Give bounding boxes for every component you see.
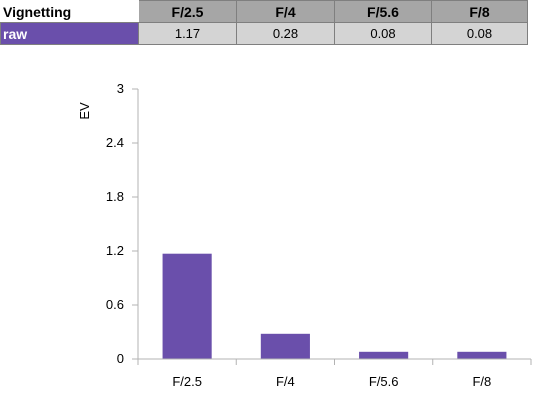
table-corner-label: Vignetting (0, 0, 139, 23)
chart-y-tick-labels: 0 0.6 1.2 1.8 2.4 3 (106, 81, 124, 366)
x-tick-label: F/2.5 (172, 374, 202, 389)
bar (260, 333, 310, 359)
table-cell: 0.28 (236, 22, 335, 45)
bar (162, 253, 212, 359)
table-header-f4: F/4 (236, 0, 335, 23)
y-tick-label: 3 (117, 81, 124, 96)
table-row: raw 1.17 0.28 0.08 0.08 (0, 22, 528, 45)
table-header-row: Vignetting F/2.5 F/4 F/5.6 F/8 (0, 0, 528, 23)
table-cell: 0.08 (431, 22, 528, 45)
y-tick-label: 1.8 (106, 189, 124, 204)
chart-bars (162, 253, 507, 359)
chart-axes (132, 88, 532, 365)
y-tick-label: 2.4 (106, 135, 124, 150)
table-cell: 0.08 (334, 22, 432, 45)
bar (359, 351, 409, 359)
table-cell: 1.17 (138, 22, 237, 45)
table-header-f2-5: F/2.5 (138, 0, 237, 23)
x-tick-label: F/8 (472, 374, 491, 389)
table-header-f8: F/8 (431, 0, 528, 23)
chart-x-tick-labels: F/2.5 F/4 F/5.6 F/8 (172, 374, 491, 389)
y-tick-label: 0 (117, 351, 124, 366)
x-tick-label: F/4 (276, 374, 295, 389)
x-tick-label: F/5.6 (369, 374, 399, 389)
bar (457, 351, 507, 359)
y-axis-label: EV (77, 102, 92, 120)
vignetting-table: Vignetting F/2.5 F/4 F/5.6 F/8 raw 1.17 … (0, 0, 528, 45)
y-tick-label: 0.6 (106, 297, 124, 312)
y-tick-label: 1.2 (106, 243, 124, 258)
table-row-label: raw (0, 22, 139, 45)
